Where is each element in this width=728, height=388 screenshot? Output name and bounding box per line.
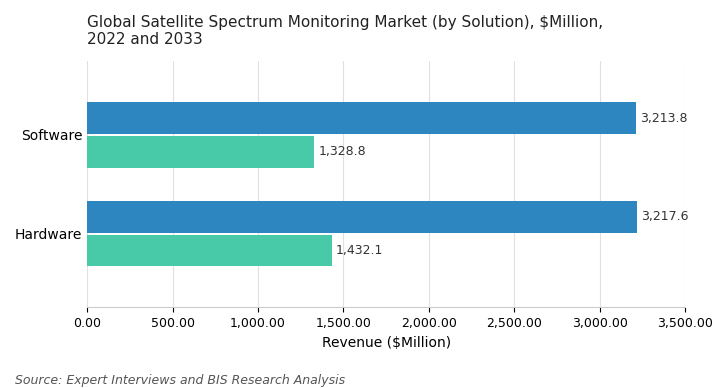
Text: Source: Expert Interviews and BIS Research Analysis: Source: Expert Interviews and BIS Resear… (15, 374, 344, 387)
Bar (87, 201, 637, 232)
Bar (87, 234, 332, 266)
Bar (87, 136, 314, 168)
Text: 3,217.6: 3,217.6 (641, 210, 689, 223)
Text: 3,213.8: 3,213.8 (641, 112, 688, 125)
Bar (87, 102, 636, 134)
Text: Global Satellite Spectrum Monitoring Market (by Solution), $Million,
2022 and 20: Global Satellite Spectrum Monitoring Mar… (87, 15, 604, 47)
Text: 1,328.8: 1,328.8 (318, 145, 366, 158)
Text: 1,432.1: 1,432.1 (336, 244, 384, 257)
X-axis label: Revenue ($Million): Revenue ($Million) (322, 336, 451, 350)
